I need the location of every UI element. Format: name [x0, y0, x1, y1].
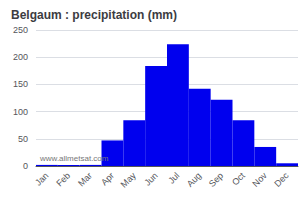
svg-text:Sep: Sep	[207, 170, 225, 188]
svg-text:50: 50	[18, 134, 28, 144]
svg-text:Mar: Mar	[76, 170, 94, 188]
svg-text:Jun: Jun	[142, 170, 159, 187]
svg-text:250: 250	[13, 25, 28, 35]
svg-text:Aug: Aug	[185, 170, 203, 188]
svg-text:Jan: Jan	[33, 170, 50, 187]
svg-text:Feb: Feb	[54, 170, 72, 188]
svg-text:Dec: Dec	[272, 170, 291, 189]
svg-text:0: 0	[23, 161, 28, 171]
svg-text:Oct: Oct	[230, 170, 247, 187]
svg-text:Apr: Apr	[99, 170, 116, 187]
svg-text:100: 100	[13, 107, 28, 117]
svg-text:150: 150	[13, 79, 28, 89]
svg-text:Nov: Nov	[250, 170, 269, 189]
svg-text:www.allmetsat.com: www.allmetsat.com	[39, 154, 109, 163]
svg-text:May: May	[119, 170, 138, 189]
svg-text:200: 200	[13, 52, 28, 62]
svg-text:Belgaum : precipitation (mm): Belgaum : precipitation (mm)	[11, 8, 177, 22]
svg-text:Jul: Jul	[166, 170, 181, 185]
